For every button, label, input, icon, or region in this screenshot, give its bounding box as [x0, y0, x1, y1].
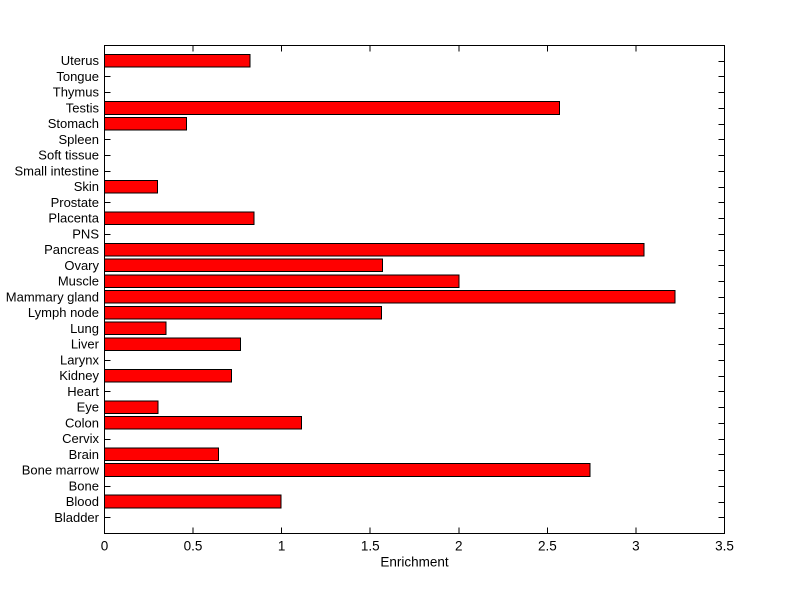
svg-text:Ovary: Ovary — [64, 258, 99, 273]
svg-text:1: 1 — [278, 539, 286, 554]
svg-text:Cervix: Cervix — [62, 431, 99, 446]
svg-text:Bladder: Bladder — [54, 510, 99, 525]
svg-text:Liver: Liver — [71, 337, 100, 352]
svg-text:Blood: Blood — [66, 494, 99, 509]
svg-text:Colon: Colon — [65, 415, 99, 430]
svg-text:Enrichment: Enrichment — [380, 555, 449, 570]
svg-text:0: 0 — [101, 539, 109, 554]
svg-text:Larynx: Larynx — [60, 352, 100, 367]
svg-text:Thymus: Thymus — [53, 85, 100, 100]
svg-text:Testis: Testis — [66, 100, 100, 115]
svg-text:Muscle: Muscle — [58, 274, 99, 289]
svg-text:2.5: 2.5 — [538, 539, 557, 554]
svg-text:3.5: 3.5 — [715, 539, 734, 554]
svg-text:Skin: Skin — [74, 179, 99, 194]
svg-text:Stomach: Stomach — [48, 116, 99, 131]
svg-text:Kidney: Kidney — [59, 368, 99, 383]
svg-text:Bone: Bone — [69, 478, 99, 493]
svg-text:Lung: Lung — [70, 321, 99, 336]
svg-text:Prostate: Prostate — [51, 195, 99, 210]
svg-text:2: 2 — [455, 539, 463, 554]
svg-text:PNS: PNS — [72, 226, 99, 241]
svg-text:Uterus: Uterus — [61, 53, 100, 68]
svg-text:Bone marrow: Bone marrow — [22, 463, 100, 478]
svg-text:Placenta: Placenta — [48, 211, 99, 226]
svg-text:Lymph node: Lymph node — [28, 305, 99, 320]
svg-text:Brain: Brain — [69, 447, 99, 462]
svg-text:Mammary gland: Mammary gland — [6, 289, 99, 304]
svg-text:Spleen: Spleen — [59, 132, 99, 147]
svg-text:Small intestine: Small intestine — [14, 163, 99, 178]
svg-text:1.5: 1.5 — [361, 539, 380, 554]
svg-text:Eye: Eye — [77, 400, 99, 415]
svg-text:Soft tissue: Soft tissue — [38, 148, 99, 163]
svg-text:3: 3 — [632, 539, 640, 554]
svg-text:Tongue: Tongue — [56, 69, 99, 84]
svg-text:Heart: Heart — [67, 384, 99, 399]
svg-text:Pancreas: Pancreas — [44, 242, 99, 257]
svg-text:0.5: 0.5 — [184, 539, 203, 554]
